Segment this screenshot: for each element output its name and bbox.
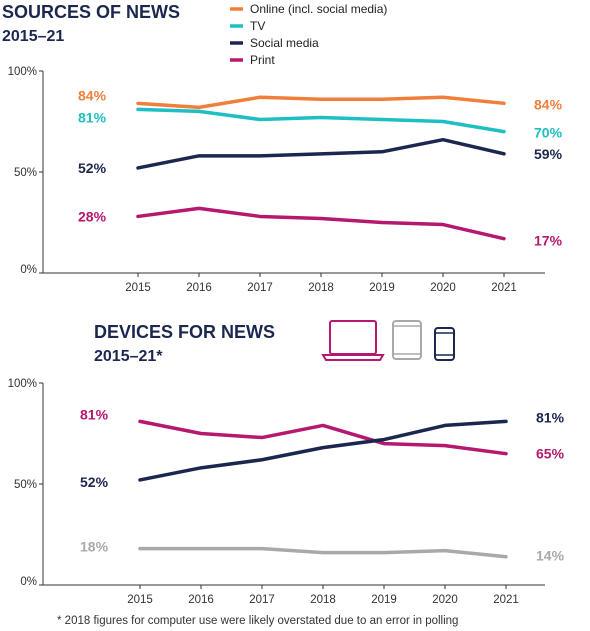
smartphone-icon (434, 327, 455, 361)
chart2-subtitle: 2015–21* (94, 348, 163, 365)
legend-label: Social media (250, 36, 319, 50)
series-line (138, 419, 508, 482)
series-start-label: 18% (80, 539, 109, 555)
series-line (138, 419, 508, 456)
series-start-label: 52% (80, 474, 109, 490)
chart2-title: DEVICES FOR NEWS (94, 322, 275, 342)
chart1-plot: 0% 50% 100% 2015 2016 2017 2018 2019 2020 2021 84%… (8, 66, 563, 294)
series-end-label: 81% (536, 409, 565, 425)
series-start-label: 84% (78, 87, 107, 103)
laptop-icon (321, 320, 385, 361)
series-start-label: 81% (78, 109, 107, 125)
series-end-label: 70% (534, 125, 563, 141)
x-tick-label: 2016 (186, 282, 212, 294)
legend-label: TV (250, 19, 265, 33)
legend-label: Online (incl. social media) (250, 2, 387, 16)
x-tick-label: 2016 (188, 594, 214, 606)
chart1-subtitle: 2015–21 (2, 28, 64, 45)
series-line (138, 546, 508, 559)
x-tick-label: 2015 (127, 594, 153, 606)
y-tick-label: 100% (8, 378, 37, 390)
series-end-label: 17% (534, 233, 563, 249)
x-tick-label: 2017 (247, 282, 273, 294)
y-tick-label: 50% (14, 167, 37, 179)
series-end-label: 59% (534, 146, 563, 162)
x-tick-label: 2021 (491, 282, 517, 294)
x-tick-label: 2021 (493, 594, 519, 606)
series-line (136, 137, 506, 170)
tablet-icon (392, 320, 422, 360)
chart2-plot: 0% 50% 100% 2015 2016 2017 2018 2019 2020 2021 81%… (8, 378, 565, 606)
legend-label: Print (250, 53, 275, 67)
y-tick-label: 0% (20, 576, 37, 588)
chart1-legend: Online (incl. social media) TV Social medi… (230, 2, 387, 67)
chart2-legend (321, 320, 455, 361)
x-tick-label: 2020 (432, 594, 458, 606)
series-start-label: 52% (78, 160, 107, 176)
x-tick-label: 2019 (371, 594, 397, 606)
x-tick-label: 2018 (308, 282, 334, 294)
x-tick-label: 2018 (310, 594, 336, 606)
y-tick-label: 100% (8, 66, 37, 78)
series-start-label: 81% (80, 406, 109, 422)
series-line (136, 95, 506, 110)
x-tick-label: 2015 (125, 282, 151, 294)
series-end-label: 14% (536, 548, 565, 564)
series-start-label: 28% (78, 208, 107, 224)
series-line (136, 206, 506, 241)
series-end-label: 65% (536, 446, 565, 462)
x-tick-label: 2017 (249, 594, 275, 606)
y-tick-label: 50% (14, 479, 37, 491)
chart1-title: SOURCES OF NEWS (2, 2, 180, 22)
y-tick-label: 0% (20, 264, 37, 276)
x-tick-label: 2019 (369, 282, 395, 294)
footnote: * 2018 figures for computer use were lik… (57, 615, 458, 627)
series-end-label: 84% (534, 96, 563, 112)
series-line (136, 107, 506, 134)
x-tick-label: 2020 (430, 282, 456, 294)
